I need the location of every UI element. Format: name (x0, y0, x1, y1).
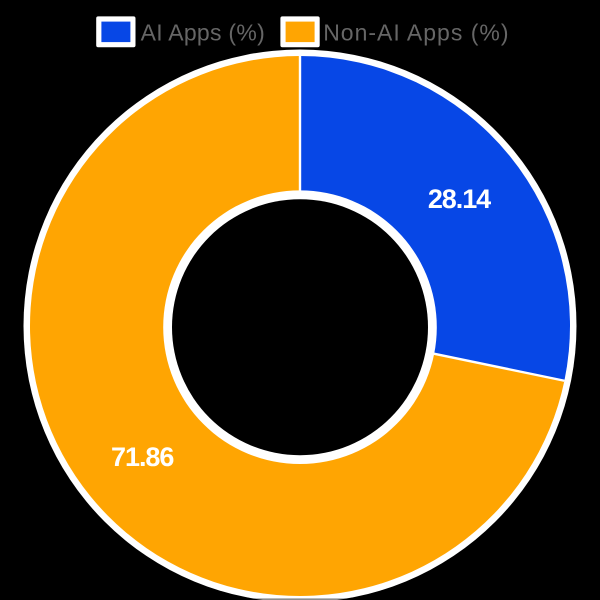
svg-text:71.86: 71.86 (111, 442, 174, 472)
svg-text:AI Apps (%): AI Apps (%) (141, 19, 265, 45)
svg-text:Non-AI Apps (%): Non-AI Apps (%) (323, 19, 509, 45)
svg-text:28.14: 28.14 (428, 184, 491, 214)
